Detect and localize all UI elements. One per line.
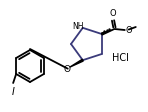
Polygon shape [101,30,115,36]
Text: NH: NH [72,22,83,31]
Text: O: O [109,8,116,17]
Text: I: I [12,87,15,97]
Text: HCl: HCl [112,53,129,62]
Text: O: O [126,26,132,35]
Polygon shape [70,60,83,68]
Text: O: O [63,64,70,73]
